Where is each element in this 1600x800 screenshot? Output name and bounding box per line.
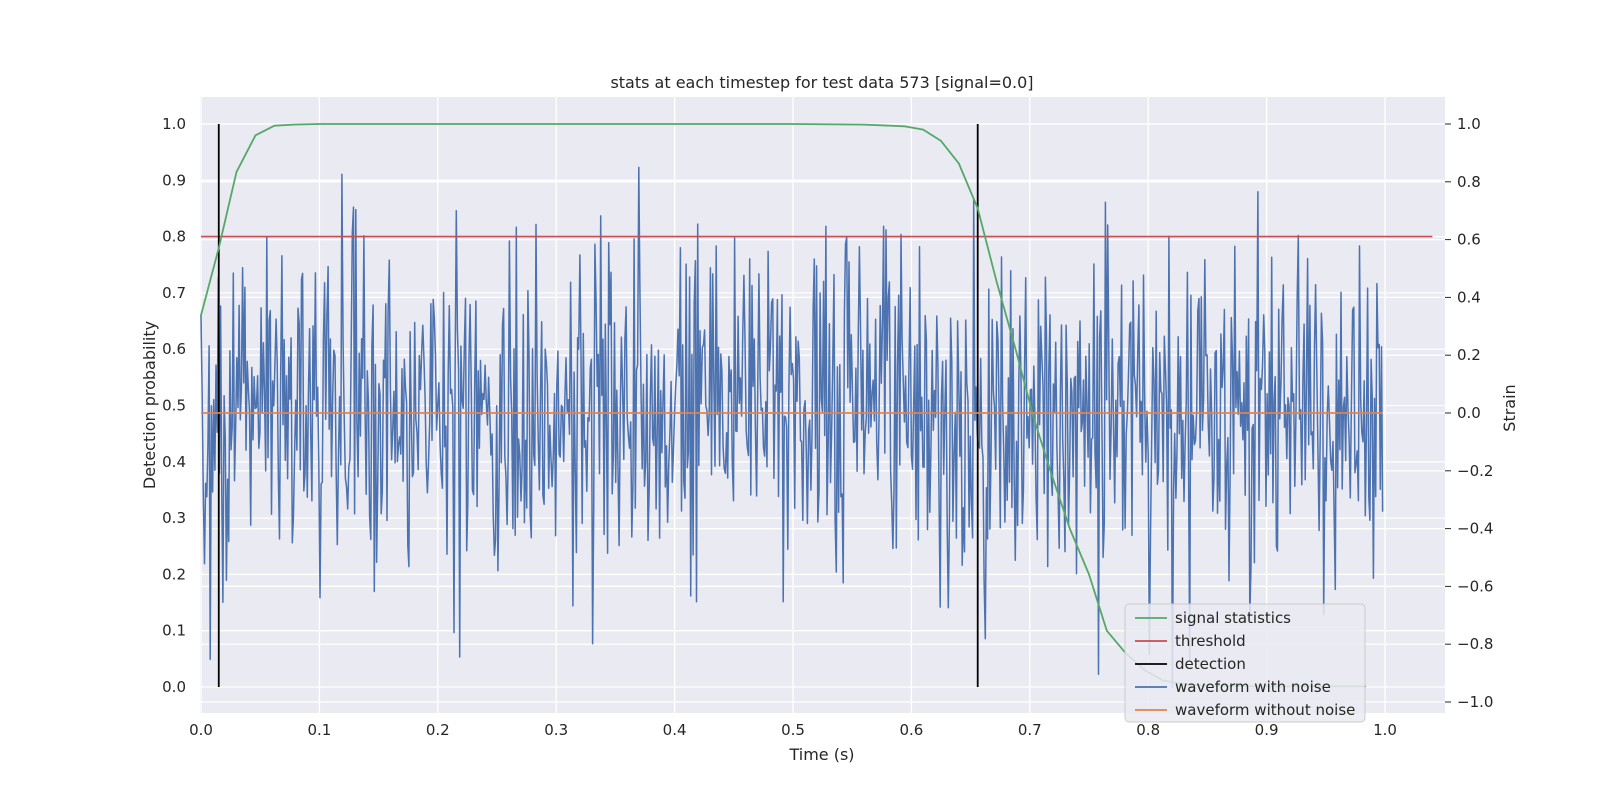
y2-tick-label: −0.6 — [1457, 577, 1493, 595]
x-axis-title: Time (s) — [788, 745, 854, 764]
x-tick-label: 1.0 — [1373, 721, 1397, 739]
x-tick-label: 0.3 — [544, 721, 568, 739]
x-axis: 0.0 0.1 0.2 0.3 0.4 0.5 0.6 0.7 0.8 0.9 1.0 — [189, 721, 1397, 739]
y2-tick-label: −0.4 — [1457, 520, 1493, 538]
y-tick-label: 0.5 — [162, 397, 186, 415]
legend-label: waveform without noise — [1175, 701, 1355, 719]
y2-tick-label: 0.2 — [1457, 346, 1481, 364]
legend-label: signal statistics — [1175, 609, 1291, 627]
x-tick-label: 0.7 — [1018, 721, 1042, 739]
y-axis-left: 0.0 0.1 0.2 0.3 0.4 0.5 0.6 0.7 0.8 0.9 1.0 — [162, 115, 186, 696]
y2-tick-label: −0.8 — [1457, 635, 1493, 653]
legend-label: threshold — [1175, 632, 1246, 650]
y2-tick-label: 0.4 — [1457, 288, 1481, 306]
y2-tick-label: 0.8 — [1457, 173, 1481, 191]
y-tick-label: 0.3 — [162, 509, 186, 527]
y-tick-label: 0.0 — [162, 678, 186, 696]
x-tick-label: 0.4 — [663, 721, 687, 739]
y2-axis-title: Strain — [1500, 384, 1519, 431]
series-line-waveform-with-noise — [200, 166, 1384, 689]
x-tick-label: 0.6 — [899, 721, 923, 739]
x-tick-label: 0.9 — [1255, 721, 1279, 739]
y-tick-label: 0.1 — [162, 622, 186, 640]
y-tick-label: 0.7 — [162, 284, 186, 302]
legend: signal statistics threshold detection wavef… — [1124, 603, 1366, 723]
x-tick-label: 0.2 — [426, 721, 450, 739]
y2-tick-label: −1.0 — [1457, 693, 1493, 711]
chart-title: stats at each timestep for test data 573… — [610, 73, 1033, 92]
y-tick-label: 0.6 — [162, 340, 186, 358]
y-tick-label: 0.2 — [162, 565, 186, 583]
legend-box — [1124, 603, 1366, 723]
x-tick-label: 0.5 — [781, 721, 805, 739]
x-tick-label: 0.0 — [189, 721, 213, 739]
y-tick-label: 0.8 — [162, 228, 186, 246]
x-tick-label: 0.1 — [307, 721, 331, 739]
legend-label: detection — [1175, 655, 1246, 673]
y-tick-label: 0.9 — [162, 171, 186, 189]
y-tick-label: 1.0 — [162, 115, 186, 133]
y-axis-right: −1.0 −0.8 −0.6 −0.4 −0.2 0.0 0.2 0.4 0.6 0.8 1.0 — [1445, 115, 1493, 711]
legend-label: waveform with noise — [1175, 678, 1331, 696]
y-axis-title: Detection probability — [140, 321, 159, 489]
y2-tick-label: 1.0 — [1457, 115, 1481, 133]
y2-tick-label: 0.6 — [1457, 231, 1481, 249]
y2-tick-label: −0.2 — [1457, 462, 1493, 480]
y2-tick-label: 0.0 — [1457, 404, 1481, 422]
y-tick-label: 0.4 — [162, 453, 186, 471]
x-tick-label: 0.8 — [1136, 721, 1160, 739]
